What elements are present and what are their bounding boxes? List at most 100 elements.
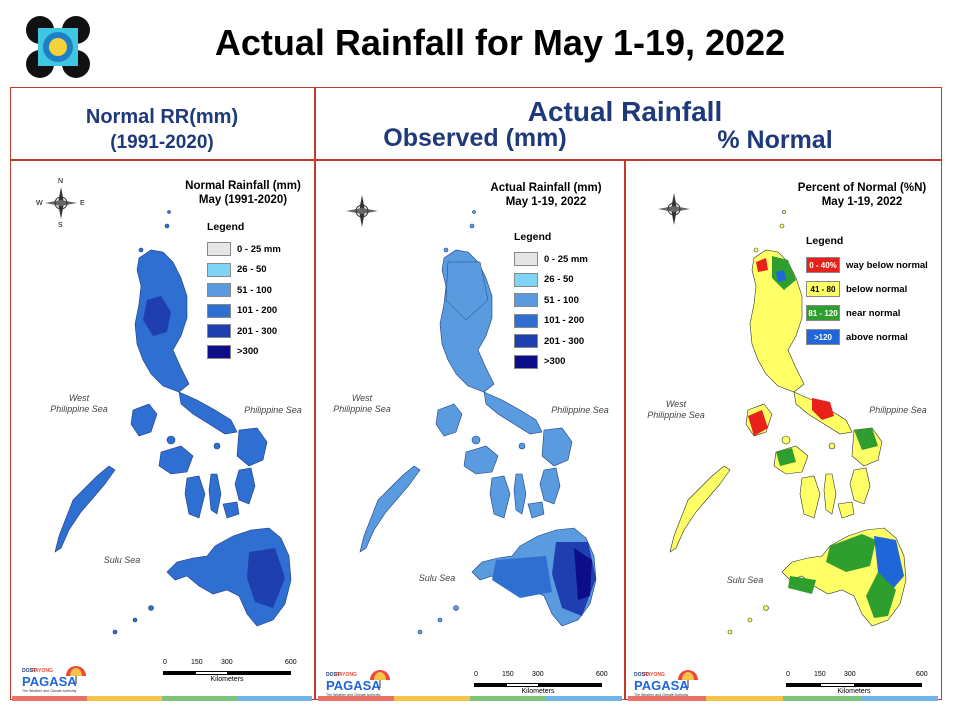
compass-icon bbox=[45, 187, 77, 219]
actual-header: Actual Rainfall bbox=[527, 96, 723, 127]
legend-label: 26 - 50 bbox=[237, 264, 267, 276]
legend-item: 0 - 25 mm bbox=[207, 239, 281, 260]
normal-header: Normal RR(mm) (1991-2020) bbox=[14, 104, 310, 156]
legend-item: 41 - 80 below normal bbox=[806, 277, 928, 301]
legend-label: 101 - 200 bbox=[544, 315, 585, 327]
map-region bbox=[776, 448, 796, 466]
legend-item: >120 above normal bbox=[806, 325, 928, 349]
legend-swatch: >120 bbox=[806, 329, 840, 345]
west-sea-label: West Philippine Sea bbox=[39, 393, 119, 415]
legend-label: 26 - 50 bbox=[544, 274, 574, 286]
divider bbox=[314, 87, 316, 700]
legend-item: >300 bbox=[514, 352, 588, 373]
dost-text: DOST bbox=[634, 672, 648, 678]
legend-item: 26 - 50 bbox=[514, 270, 588, 291]
legend-swatch bbox=[207, 283, 231, 298]
scale-unit: Kilometers bbox=[521, 688, 555, 695]
compass-e: E bbox=[80, 200, 85, 207]
philippine-sea-label: Philippine Sea bbox=[869, 405, 927, 415]
legend-swatch bbox=[514, 334, 538, 349]
legend-item: >300 bbox=[207, 342, 281, 363]
legend-swatch bbox=[514, 354, 538, 369]
scale-bar: 0 150 300 600 Kilometers bbox=[474, 671, 614, 695]
page-title: Actual Rainfall for May 1-19, 2022 bbox=[214, 22, 786, 63]
legend-item: 51 - 100 bbox=[514, 290, 588, 311]
compass-w: W bbox=[36, 200, 43, 207]
scale-unit: Kilometers bbox=[210, 676, 244, 683]
color-strip bbox=[628, 696, 938, 701]
legend-swatch bbox=[207, 242, 231, 257]
pagasa-text: PAGASA bbox=[22, 674, 77, 689]
legend-swatch bbox=[514, 252, 538, 267]
map-region bbox=[776, 270, 786, 282]
pagasa-text: PAGASA bbox=[634, 678, 689, 693]
pagasa-logo: DOST PAYONG PAGASA The Weather and Clima… bbox=[630, 664, 712, 700]
pagasa-text: PAGASA bbox=[326, 678, 381, 693]
compass-n: N bbox=[58, 178, 64, 185]
dost-logo bbox=[22, 14, 94, 80]
legend-desc: way below normal bbox=[846, 259, 928, 271]
map-region bbox=[247, 548, 285, 608]
compass-icon bbox=[658, 193, 690, 225]
legend-label: 101 - 200 bbox=[237, 305, 278, 317]
philippine-sea-label: Philippine Sea bbox=[551, 405, 609, 415]
legend-desc: below normal bbox=[846, 283, 908, 295]
legend-range: 41 - 80 bbox=[810, 284, 836, 294]
legend-item: 26 - 50 bbox=[207, 260, 281, 281]
tagline-text: The Weather and Climate Authority bbox=[326, 693, 381, 697]
legend-item: 0 - 25 mm bbox=[514, 249, 588, 270]
legend-label: 0 - 25 mm bbox=[237, 243, 281, 255]
legend-swatch bbox=[514, 293, 538, 308]
divider bbox=[624, 160, 626, 700]
map-title-line1: Normal Rainfall (mm) bbox=[185, 180, 301, 192]
legend-swatch: 41 - 80 bbox=[806, 281, 840, 297]
scale-tick: 150 bbox=[502, 671, 514, 678]
map-region bbox=[854, 428, 878, 450]
legend-label: 0 - 25 mm bbox=[544, 253, 588, 265]
payong-text: PAYONG bbox=[336, 672, 357, 678]
legend-label: >300 bbox=[237, 346, 259, 358]
sea-line2: Philippine Sea bbox=[333, 404, 391, 414]
observed-header: Observed (mm) bbox=[383, 124, 567, 152]
sulu-sea-label: Sulu Sea bbox=[418, 573, 456, 583]
map-region bbox=[788, 576, 816, 594]
map-title-line2: May 1-19, 2022 bbox=[505, 196, 587, 208]
legend-item: 101 - 200 bbox=[514, 311, 588, 332]
color-strip bbox=[318, 696, 622, 701]
compass-s: S bbox=[58, 222, 63, 229]
legend-swatch bbox=[514, 313, 538, 328]
map-region bbox=[492, 556, 552, 598]
sulu-sea-label: Sulu Sea bbox=[726, 575, 764, 585]
philippine-sea-label: Philippine Sea bbox=[244, 405, 302, 415]
map-title: Normal Rainfall (mm) May (1991-2020) bbox=[173, 179, 313, 207]
legend-swatch bbox=[207, 262, 231, 277]
dost-text: DOST bbox=[326, 672, 340, 678]
legend-item: 201 - 300 bbox=[514, 331, 588, 352]
map-region bbox=[574, 548, 592, 600]
legend-swatch bbox=[207, 303, 231, 318]
west-sea-label: West Philippine Sea bbox=[322, 393, 402, 415]
percent-normal-map: Percent of Normal (%N) May 1-19, 2022 Le… bbox=[626, 161, 941, 699]
compass-icon bbox=[346, 195, 378, 227]
map-title-line2: May (1991-2020) bbox=[198, 194, 288, 206]
tagline-text: The Weather and Climate Authority bbox=[634, 693, 689, 697]
color-strip bbox=[12, 696, 312, 701]
percent-header: % Normal bbox=[717, 126, 833, 154]
map-title: Actual Rainfall (mm) May 1-19, 2022 bbox=[476, 181, 616, 209]
scale-bar: 0 150 300 600 Kilometers bbox=[786, 671, 934, 695]
legend-swatch bbox=[207, 344, 231, 359]
legend: Legend 0 - 25 mm 26 - 50 51 - 100 101 - … bbox=[207, 221, 281, 362]
pagasa-logo: DOST PAYONG PAGASA The Weather and Clima… bbox=[322, 664, 404, 700]
scale-tick: 150 bbox=[191, 659, 203, 666]
scale-tick: 600 bbox=[285, 659, 297, 666]
payong-text: PAYONG bbox=[644, 672, 665, 678]
sea-line1: West bbox=[68, 393, 90, 403]
scale-tick: 0 bbox=[163, 659, 167, 666]
legend-label: 51 - 100 bbox=[237, 284, 272, 296]
legend-title: Legend bbox=[806, 235, 844, 247]
scale-tick: 300 bbox=[221, 659, 233, 666]
map-region bbox=[756, 258, 768, 272]
legend-desc: above normal bbox=[846, 331, 908, 343]
legend: Legend 0 - 25 mm 26 - 50 51 - 100 101 - … bbox=[514, 231, 588, 372]
legend-label: 51 - 100 bbox=[544, 294, 579, 306]
